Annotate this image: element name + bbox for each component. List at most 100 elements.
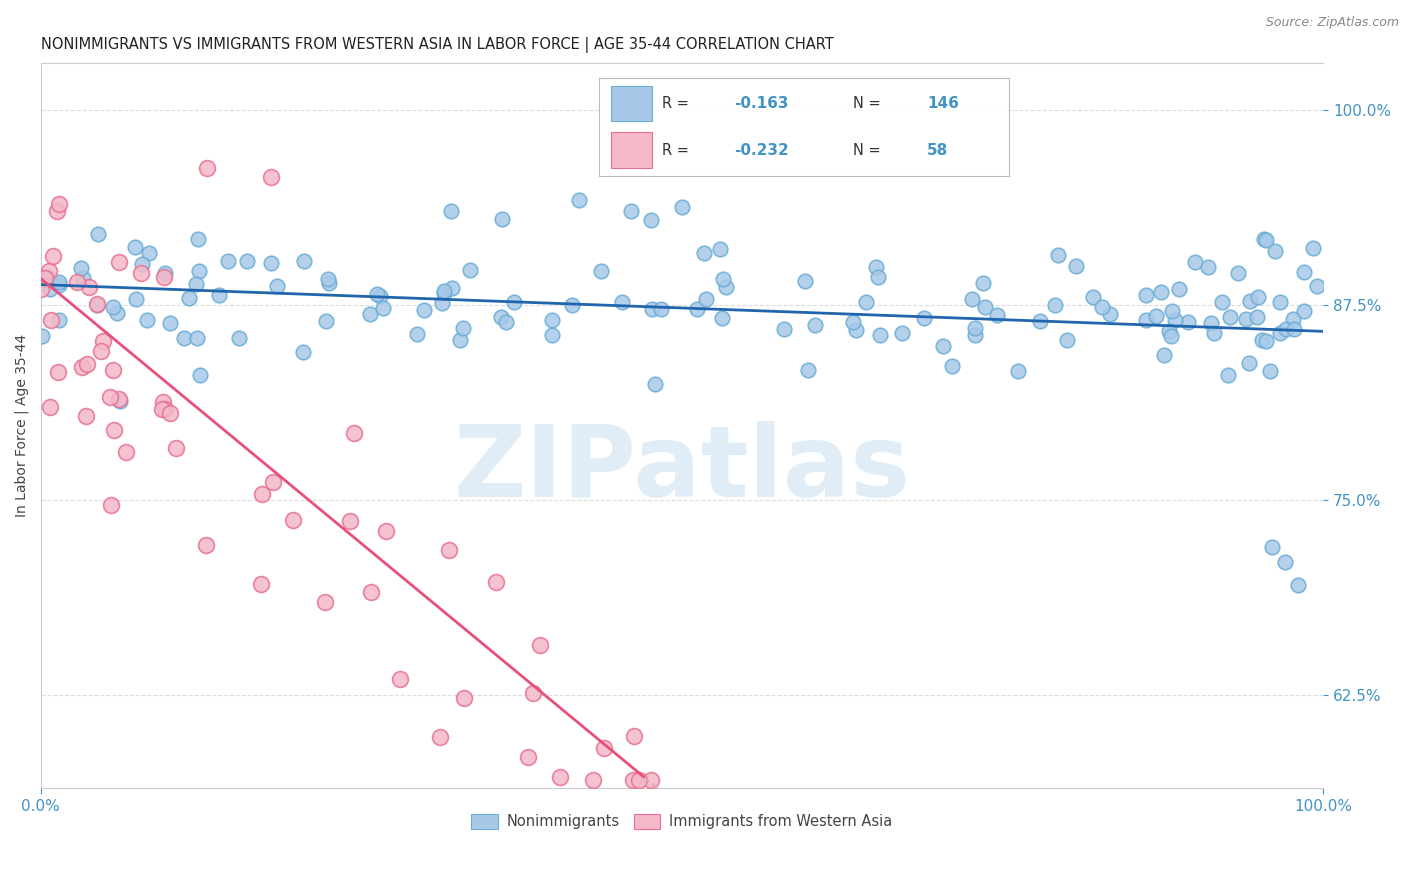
Point: [316, 272, 339, 286]
Point: [1164, 312, 1187, 326]
Point: [75, 409, 97, 423]
Point: [912, 311, 935, 326]
Point: [153, 401, 176, 416]
Point: [610, 295, 633, 310]
Point: [965, 321, 987, 335]
Point: [177, 291, 200, 305]
Point: [1167, 282, 1189, 296]
Point: [561, 298, 583, 312]
Point: [1294, 303, 1316, 318]
Point: [855, 295, 877, 310]
Point: [709, 242, 731, 256]
Point: [1091, 300, 1114, 314]
Point: [108, 392, 131, 406]
Point: [314, 595, 336, 609]
Point: [39, 313, 62, 327]
Point: [1149, 285, 1171, 300]
Point: [491, 310, 513, 324]
Point: [150, 402, 173, 417]
Point: [540, 313, 562, 327]
Point: [249, 577, 271, 591]
Point: [640, 301, 662, 316]
Point: [582, 773, 605, 788]
Point: [39, 400, 62, 414]
Point: [429, 730, 451, 744]
Point: [1270, 294, 1292, 309]
Point: [115, 444, 138, 458]
Point: [793, 274, 815, 288]
Point: [41, 248, 63, 262]
Point: [1046, 248, 1069, 262]
Point: [640, 773, 662, 788]
Point: [103, 300, 125, 314]
Point: [318, 276, 340, 290]
Point: [430, 296, 453, 310]
Point: [1199, 317, 1222, 331]
Point: [931, 339, 953, 353]
Point: [388, 672, 411, 686]
Point: [1184, 254, 1206, 268]
Point: [433, 285, 456, 300]
Point: [890, 326, 912, 340]
Point: [34, 271, 56, 285]
Point: [433, 284, 456, 298]
Point: [105, 306, 128, 320]
Point: [77, 280, 100, 294]
Point: [650, 301, 672, 316]
Point: [98, 390, 121, 404]
Point: [1258, 364, 1281, 378]
Point: [1159, 324, 1181, 338]
Point: [713, 271, 735, 285]
Point: [773, 322, 796, 336]
Point: [228, 330, 250, 344]
Point: [1292, 265, 1315, 279]
Legend: Nonimmigrants, Immigrants from Western Asia: Nonimmigrants, Immigrants from Western A…: [465, 808, 898, 835]
Point: [960, 292, 983, 306]
Point: [529, 638, 551, 652]
Point: [217, 254, 239, 268]
Point: [695, 292, 717, 306]
Point: [842, 315, 865, 329]
Point: [90, 343, 112, 358]
Point: [48, 313, 70, 327]
Point: [1226, 266, 1249, 280]
Point: [1064, 260, 1087, 274]
Point: [46, 204, 69, 219]
Point: [153, 266, 176, 280]
Point: [87, 227, 110, 242]
Point: [623, 773, 645, 788]
Point: [70, 260, 93, 275]
Point: [131, 266, 153, 280]
Point: [1282, 322, 1305, 336]
Point: [716, 280, 738, 294]
Point: [1268, 326, 1291, 340]
Point: [31, 329, 53, 343]
Point: [100, 499, 122, 513]
Point: [412, 303, 434, 318]
Point: [70, 360, 93, 375]
Point: [517, 750, 540, 764]
Point: [48, 278, 70, 293]
Point: [103, 423, 125, 437]
Point: [406, 327, 429, 342]
Point: [236, 253, 259, 268]
Point: [186, 331, 208, 345]
Point: [1043, 298, 1066, 312]
Point: [1281, 311, 1303, 326]
Point: [845, 323, 868, 337]
Point: [1256, 233, 1278, 247]
Point: [152, 394, 174, 409]
Point: [195, 161, 218, 175]
Point: [48, 365, 70, 379]
Point: [173, 330, 195, 344]
Point: [292, 254, 315, 268]
Point: [1007, 364, 1029, 378]
Point: [972, 277, 994, 291]
Point: [593, 741, 616, 756]
Point: [1306, 279, 1329, 293]
Point: [804, 318, 827, 333]
Point: [266, 278, 288, 293]
Point: [685, 301, 707, 316]
Point: [627, 773, 650, 788]
Point: [865, 260, 887, 274]
